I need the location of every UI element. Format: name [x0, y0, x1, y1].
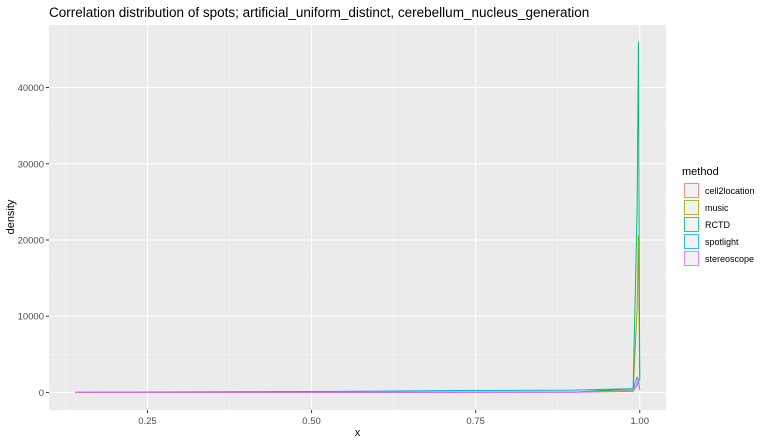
y-axis-label: density [5, 199, 17, 234]
x-tick-label: 0.25 [138, 416, 157, 427]
series-line-stereoscope [75, 378, 641, 393]
legend-label-music: music [705, 203, 729, 213]
y-tick-label: 40000 [18, 83, 44, 94]
y-tick-label: 20000 [18, 235, 44, 246]
x-tick-label: 1.00 [630, 416, 649, 427]
legend-key-bg [682, 215, 701, 234]
plot-panel [49, 25, 666, 410]
legend-title: method [682, 166, 719, 178]
legend-key-bg [682, 249, 701, 268]
legend-label-cell2location: cell2location [705, 186, 755, 196]
chart-title: Correlation distribution of spots; artif… [49, 5, 589, 20]
y-tick-label: 10000 [18, 312, 44, 323]
legend-key-bg [682, 232, 701, 251]
legend-key-cell2location [684, 183, 699, 198]
legend-key-music [684, 200, 699, 215]
y-axis: 0 10000 20000 30000 40000 [18, 83, 49, 399]
legend-label-rctd: RCTD [705, 220, 730, 230]
legend-key-bg [682, 181, 701, 200]
series-layer [75, 41, 641, 393]
legend-key-spotlight [684, 234, 699, 249]
legend-label-stereoscope: stereoscope [705, 254, 754, 264]
x-axis: 0.25 0.50 0.75 1.00 [138, 410, 649, 427]
legend-label-spotlight: spotlight [705, 237, 739, 247]
legend: method cell2location music RCTD spotlight st… [682, 166, 755, 268]
legend-key-stereoscope [684, 251, 699, 266]
minor-gridlines [49, 25, 666, 410]
x-tick-label: 0.75 [466, 416, 485, 427]
y-tick-label: 0 [39, 388, 44, 399]
legend-key-bg [682, 198, 701, 217]
x-tick-label: 0.50 [302, 416, 321, 427]
x-axis-label: x [355, 427, 361, 439]
y-tick-label: 30000 [18, 159, 44, 170]
legend-key-rctd [684, 217, 699, 232]
